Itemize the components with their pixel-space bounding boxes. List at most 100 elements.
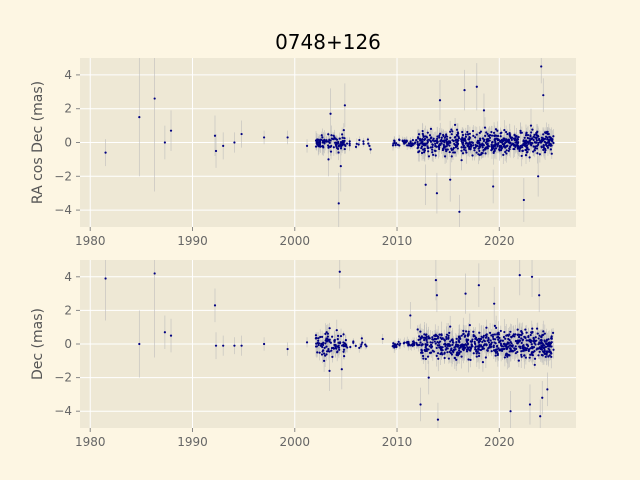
data-point — [419, 142, 422, 145]
data-point — [495, 345, 499, 348]
data-point — [320, 335, 324, 339]
data-point — [399, 342, 402, 345]
data-point — [504, 337, 507, 340]
data-point — [465, 350, 469, 353]
data-point — [393, 140, 396, 143]
data-point — [466, 133, 470, 136]
data-point — [452, 146, 455, 150]
data-point — [527, 336, 530, 339]
data-point — [397, 340, 400, 343]
data-point — [422, 357, 425, 360]
data-point — [428, 345, 431, 348]
data-point — [484, 336, 488, 339]
data-point — [163, 331, 166, 334]
data-point — [523, 349, 526, 352]
data-point — [461, 152, 465, 155]
data-point — [500, 131, 503, 134]
data-point — [530, 339, 533, 342]
data-point — [451, 340, 455, 344]
data-point — [468, 324, 471, 327]
data-point — [337, 202, 340, 205]
data-point — [477, 347, 480, 350]
data-point — [481, 361, 485, 364]
data-point — [535, 131, 538, 135]
data-point — [455, 341, 458, 344]
data-point — [458, 352, 461, 355]
data-point — [506, 132, 509, 136]
data-point — [501, 339, 505, 342]
data-point — [494, 338, 497, 341]
data-point — [546, 136, 549, 139]
data-point — [461, 133, 465, 137]
data-point — [513, 349, 516, 352]
data-point — [552, 141, 555, 145]
data-point — [429, 137, 432, 140]
data-point — [358, 138, 361, 142]
data-point — [357, 143, 360, 146]
data-point — [420, 147, 423, 150]
data-point — [503, 356, 506, 359]
data-point — [480, 144, 484, 147]
data-point — [516, 138, 520, 141]
data-point — [531, 354, 534, 357]
data-point — [529, 333, 532, 337]
x-tick-label: 1990 — [177, 234, 208, 248]
data-point — [427, 150, 430, 153]
data-point — [104, 277, 107, 280]
data-point — [495, 326, 498, 329]
data-point — [487, 341, 491, 344]
data-point — [343, 137, 346, 140]
data-point — [455, 138, 458, 141]
data-point — [474, 342, 477, 346]
data-point — [286, 136, 289, 139]
data-point — [325, 353, 328, 356]
data-point — [503, 129, 506, 132]
data-point — [504, 150, 507, 154]
data-point — [326, 335, 329, 338]
data-point — [453, 151, 456, 154]
data-point — [317, 343, 320, 347]
data-point — [534, 343, 537, 346]
data-point — [515, 347, 518, 350]
data-point — [470, 343, 473, 346]
data-point — [449, 178, 452, 181]
data-point — [443, 141, 446, 144]
data-point — [391, 144, 395, 147]
data-point — [343, 143, 346, 146]
data-point — [514, 339, 518, 343]
data-point — [431, 143, 434, 146]
data-point — [518, 335, 521, 339]
data-point — [422, 142, 426, 145]
data-point — [415, 139, 418, 142]
data-point — [339, 165, 342, 168]
data-point — [222, 344, 225, 347]
data-point — [520, 355, 523, 358]
data-point — [510, 335, 513, 338]
data-point — [499, 140, 502, 143]
data-point — [445, 333, 449, 336]
data-point — [462, 343, 465, 346]
data-point — [330, 134, 333, 137]
data-point — [485, 131, 488, 134]
data-point — [489, 346, 492, 349]
data-point — [552, 348, 555, 351]
data-point — [396, 342, 399, 346]
data-point — [448, 150, 451, 154]
data-point — [460, 159, 463, 162]
data-point — [509, 410, 512, 413]
data-point — [543, 340, 546, 343]
data-point — [435, 294, 439, 297]
data-point — [451, 339, 454, 342]
data-point — [515, 139, 518, 143]
data-point — [438, 333, 441, 336]
data-point — [497, 141, 500, 145]
data-point — [449, 349, 453, 352]
data-point — [418, 343, 421, 346]
data-point — [521, 145, 524, 149]
data-point — [322, 141, 325, 144]
data-point — [546, 130, 549, 133]
data-point — [416, 136, 420, 139]
data-point — [328, 350, 331, 353]
data-point — [496, 143, 500, 146]
data-point — [359, 345, 362, 348]
